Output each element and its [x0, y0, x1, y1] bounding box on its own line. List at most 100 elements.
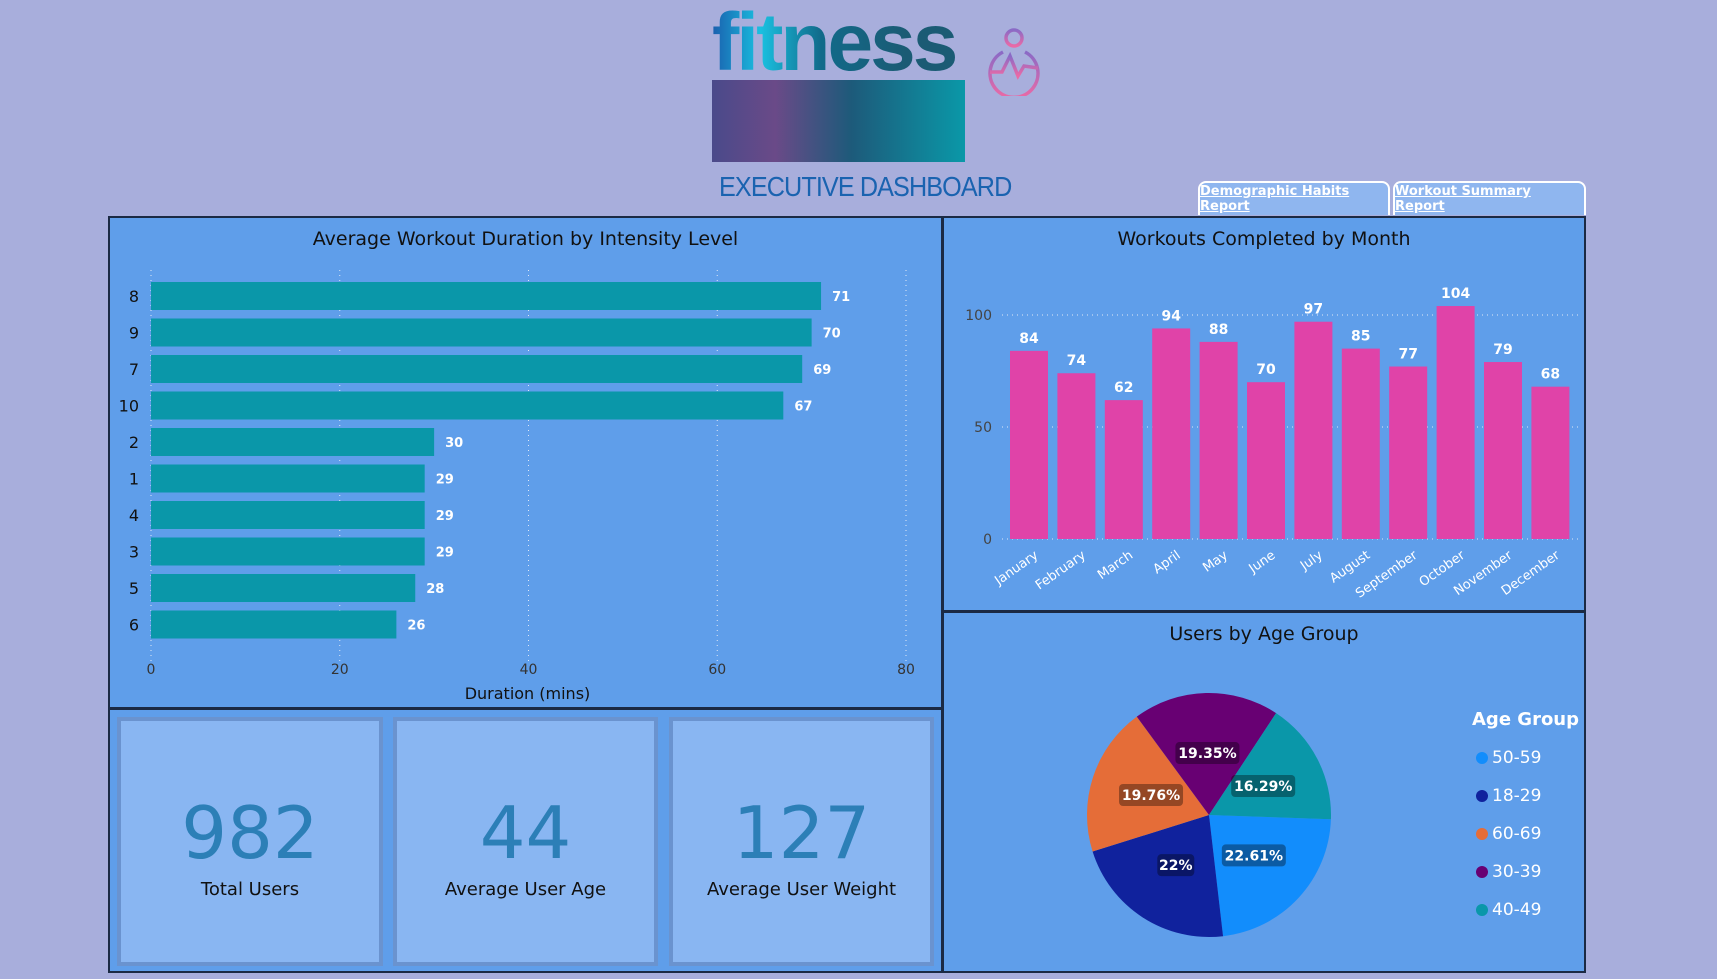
legend-item: 50-59 [1476, 739, 1541, 777]
legend-dot-icon [1476, 828, 1488, 840]
data-label: 67 [794, 400, 812, 415]
data-label: 70 [823, 327, 841, 342]
legend-item: 60-69 [1476, 815, 1541, 853]
data-label: 70 [1256, 362, 1276, 378]
y-tick-label: 3 [129, 543, 139, 562]
bar [151, 428, 435, 456]
kpi-value: 127 [732, 791, 871, 875]
bar [151, 318, 812, 347]
bar [1057, 373, 1096, 539]
data-label: 62 [1114, 380, 1133, 396]
legend-label: 60-69 [1492, 824, 1542, 844]
bar [1152, 328, 1191, 539]
legend-item: 40-49 [1476, 891, 1541, 929]
pie-slice-60-69 [1087, 716, 1209, 852]
month-bar-chart: 05010084January74February62March94April8… [965, 286, 1582, 601]
legend-label: 50-59 [1492, 748, 1542, 768]
x-tick-label: May [1200, 548, 1231, 576]
legend-dot-icon [1476, 752, 1488, 764]
x-tick-label: 40 [520, 662, 538, 678]
pie-slice-30-39 [1136, 693, 1277, 815]
legend-dot-icon [1476, 866, 1488, 878]
data-label-bg [1119, 784, 1184, 807]
data-label: 22.61% [1225, 848, 1283, 864]
data-label-bg [1175, 742, 1240, 765]
data-label: 68 [1541, 367, 1560, 383]
x-tick-label: February [1033, 548, 1089, 594]
bar [1389, 366, 1428, 539]
duration-chart-panel: Average Workout Duration by Intensity Le… [108, 216, 943, 709]
data-label: 22% [1159, 858, 1193, 874]
y-tick-label: 0 [983, 532, 992, 548]
data-label-bg [1221, 844, 1286, 867]
y-tick-label: 2 [129, 433, 139, 452]
kpi-label: Average User Age [444, 879, 607, 900]
legend-label: 40-49 [1492, 900, 1542, 920]
x-tick-label: June [1246, 548, 1279, 577]
chart-title: Workouts Completed by Month [1117, 228, 1411, 250]
data-label-bg [1157, 854, 1195, 877]
bar [151, 464, 425, 493]
kpi-label: Total Users [200, 879, 300, 900]
kpi-value: 44 [479, 791, 572, 875]
data-label: 84 [1019, 331, 1039, 347]
bar [1341, 348, 1380, 539]
bar [1199, 341, 1238, 539]
y-tick-label: 7 [129, 360, 139, 379]
data-label: 19.76% [1122, 788, 1180, 804]
tab-workout-summary-report[interactable]: Workout Summary Report [1393, 181, 1586, 215]
kpi-total-users: 982 Total Users [117, 717, 383, 966]
x-tick-label: 80 [897, 662, 915, 678]
data-label: 16.29% [1234, 779, 1292, 795]
x-tick-label: March [1095, 548, 1136, 583]
bar [1104, 400, 1143, 539]
dashboard-subtitle: EXECUTIVE DASHBOARD [719, 171, 1012, 202]
bar [151, 282, 822, 310]
month-chart-panel: Workouts Completed by Month 0 50 100 84 Janu… [942, 216, 1586, 612]
bar [151, 610, 397, 639]
legend-title: Age Group [1472, 709, 1580, 730]
bar [151, 355, 803, 383]
data-label: 28 [426, 582, 444, 597]
y-tick-label: 4 [129, 506, 139, 525]
legend: 50-59 18-29 60-69 30-39 40-49 [1476, 739, 1541, 929]
bar [1436, 306, 1475, 539]
bar [151, 574, 416, 602]
x-tick-label: 60 [708, 662, 726, 678]
data-label: 71 [832, 290, 850, 305]
bar [1484, 362, 1522, 539]
y-tick-label: 50 [974, 420, 992, 436]
chart-title: Average Workout Duration by Intensity Le… [312, 228, 739, 250]
tab-demographic-habits-report[interactable]: Demographic Habits Report [1198, 181, 1390, 215]
legend-dot-icon [1476, 790, 1488, 802]
data-label: 69 [813, 363, 831, 378]
legend-item: 18-29 [1476, 777, 1541, 815]
logo-text-fitness: fitness [712, 0, 958, 88]
kpi-label: Average User Weight [706, 879, 897, 900]
legend-dot-icon [1476, 904, 1488, 916]
x-tick-label: April [1151, 548, 1184, 577]
data-label: 79 [1493, 342, 1512, 358]
x-tick-label: 20 [331, 662, 349, 678]
x-tick-label: 0 [147, 662, 156, 678]
chart-title: Users by Age Group [1169, 623, 1359, 645]
x-tick-label: July [1297, 548, 1326, 574]
bar [151, 391, 784, 420]
duration-bar-chart: 0 20 40 60 80 8 71 9 70 7 69 10 67 2 30 1 29 4 29 3 29 5 28 6 26 [119, 270, 915, 678]
age-pie-chart: 22.61% 22% 19.76% 19.35% 16.29% [1087, 693, 1331, 937]
y-tick-label: 6 [129, 616, 139, 635]
bar [151, 501, 425, 529]
legend-item: 30-39 [1476, 853, 1541, 891]
person-icon [988, 28, 1040, 96]
bar [1247, 382, 1285, 539]
data-label-bg [1231, 775, 1296, 798]
x-axis-label: Duration (mins) [464, 684, 591, 703]
kpi-average-weight: 127 Average User Weight [669, 717, 934, 966]
bar [1010, 350, 1048, 539]
kpi-average-age: 44 Average User Age [393, 717, 658, 966]
data-label: 74 [1067, 353, 1087, 369]
age-group-panel: Users by Age Group 22.61% 22% 19.76% 19.35%… [942, 611, 1586, 973]
legend-label: 30-39 [1492, 862, 1542, 882]
data-label: 29 [436, 473, 454, 488]
data-label: 104 [1441, 286, 1470, 302]
